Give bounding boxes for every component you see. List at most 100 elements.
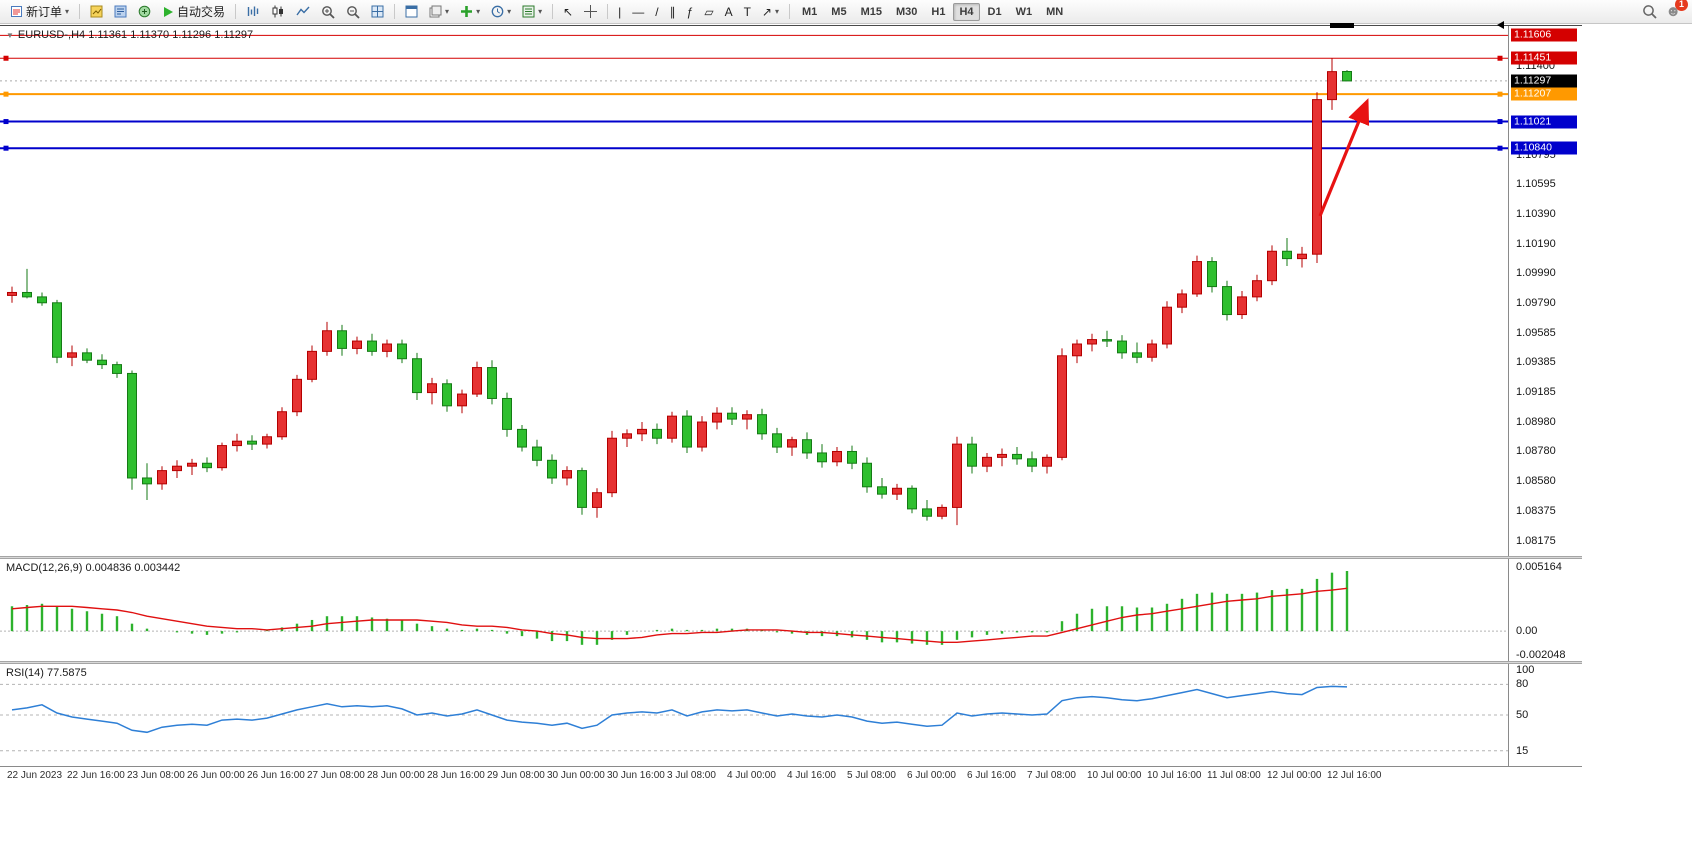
zoom-in-button[interactable]: [316, 2, 340, 22]
divider: [552, 4, 554, 19]
fibonacci-tool-button[interactable]: ƒ: [682, 2, 699, 22]
notification-badge: 1: [1675, 0, 1688, 11]
price-axis-label: 1.09790: [1516, 296, 1556, 309]
divider: [789, 4, 790, 19]
cursor-tool-button[interactable]: ↖: [558, 2, 578, 22]
time-axis-label: 28 Jun 16:00: [427, 770, 485, 781]
horizontal-line-tool-button[interactable]: —: [627, 2, 649, 22]
navigator-button[interactable]: [109, 2, 132, 22]
time-axis[interactable]: 22 Jun 2023 22 Jun 16:00 23 Jun 08:00 26 Ju…: [0, 766, 1582, 784]
crosshair-tool-button[interactable]: [579, 2, 602, 22]
hline-price-tag: 1.10840: [1511, 141, 1577, 155]
tab-timeframe-h1[interactable]: H1: [931, 5, 946, 18]
zoom-in-icon: [322, 5, 335, 19]
community-button[interactable]: ☻ 1: [1665, 0, 1688, 21]
new-order-button[interactable]: 新订单 ▾: [5, 2, 74, 22]
tab-timeframe-m30[interactable]: M30: [895, 5, 918, 18]
main-chart-pane[interactable]: ▼ EURUSD-,H4 1.11361 1.11370 1.11296 1.11…: [0, 26, 1508, 556]
vertical-line-tool-button[interactable]: |: [613, 2, 626, 22]
main-pane-row: ▼ EURUSD-,H4 1.11361 1.11370 1.11296 1.11…: [0, 26, 1582, 556]
macd-axis[interactable]: 0.005164 0.00 -0.002048: [1508, 559, 1580, 661]
time-axis-label: 30 Jun 00:00: [547, 770, 605, 781]
rsi-chart[interactable]: [0, 664, 1508, 766]
periods-button[interactable]: ▾: [486, 2, 516, 22]
tab-timeframe-m1[interactable]: M1: [802, 5, 818, 18]
divider: [394, 4, 396, 19]
text-icon: A: [724, 4, 733, 19]
chart-scrollbar-thumb[interactable]: [1330, 23, 1354, 28]
pane-separator[interactable]: [0, 661, 1582, 664]
navigator-icon: [114, 5, 127, 18]
label-tool-button[interactable]: T: [739, 2, 756, 22]
rsi-pane[interactable]: RSI(14) 77.5875: [0, 664, 1508, 766]
tab-timeframe-mn[interactable]: MN: [1046, 5, 1064, 18]
time-axis-label: 26 Jun 16:00: [247, 770, 305, 781]
market-watch-button[interactable]: [85, 2, 108, 22]
toolbar-right-group: ☻ 1: [1642, 0, 1688, 21]
line-chart-button[interactable]: [291, 2, 315, 22]
profiles-icon: [429, 5, 442, 18]
macd-label: MACD(12,26,9) 0.004836 0.003442: [6, 562, 181, 574]
tab-timeframe-m15[interactable]: M15: [860, 5, 882, 18]
zoom-out-button[interactable]: [341, 2, 365, 22]
text-tool-button[interactable]: A: [720, 2, 738, 22]
tab-timeframe-m5[interactable]: M5: [831, 5, 847, 18]
candlestick-chart[interactable]: [0, 26, 1508, 556]
terminal-button[interactable]: [133, 2, 156, 22]
price-axis-label: 1.08980: [1516, 416, 1556, 429]
shapes-tool-button[interactable]: ▱: [699, 2, 718, 22]
collapse-triangle-icon[interactable]: ▼: [6, 31, 14, 40]
search-button[interactable]: [1642, 4, 1657, 19]
time-axis-label: 6 Jul 16:00: [967, 770, 1016, 781]
time-axis-label: 4 Jul 16:00: [787, 770, 836, 781]
channel-tool-button[interactable]: ∥: [665, 2, 681, 22]
add-indicator-icon: [461, 6, 473, 17]
tab-timeframe-h4[interactable]: H4: [953, 2, 980, 21]
price-axis[interactable]: 1.114001.109951.107951.105951.103901.101…: [1508, 26, 1580, 556]
time-axis-label: 27 Jun 08:00: [307, 770, 365, 781]
price-axis-label: 1.10390: [1516, 208, 1556, 221]
chevron-down-icon: ▾: [65, 7, 70, 16]
candlestick-icon: [272, 5, 284, 18]
time-axis-label: 22 Jun 16:00: [67, 770, 125, 781]
scroll-end-marker: [1497, 21, 1504, 29]
macd-chart[interactable]: [0, 559, 1508, 661]
tab-timeframe-w1[interactable]: W1: [1015, 5, 1033, 18]
horizontal-line-icon: —: [632, 4, 645, 19]
time-axis-label: 4 Jul 00:00: [727, 770, 776, 781]
rsi-axis-label: 100: [1516, 664, 1535, 676]
hline-price-tag: 1.11207: [1511, 87, 1577, 101]
arrows-tool-button[interactable]: ↗ ▾: [757, 2, 784, 22]
market-watch-icon: [90, 5, 103, 18]
new-order-label: 新订单: [26, 5, 63, 19]
price-axis-label: 1.10595: [1516, 178, 1556, 191]
hline-price-tag: 1.11451: [1511, 51, 1577, 65]
bid-price-tag: 1.11297: [1511, 74, 1577, 88]
bar-chart-button[interactable]: [241, 2, 265, 22]
rsi-axis[interactable]: 100 80 50 15: [1508, 664, 1580, 766]
tile-windows-button[interactable]: [366, 2, 389, 22]
tile-windows-icon: [371, 5, 384, 18]
candlestick-chart-button[interactable]: [266, 2, 290, 22]
trendline-icon: /: [655, 4, 659, 19]
price-axis-label: 1.09990: [1516, 267, 1556, 280]
time-axis-label: 11 Jul 08:00: [1207, 770, 1261, 781]
autotrade-button[interactable]: 自动交易: [157, 2, 230, 22]
profiles-button[interactable]: ▾: [424, 2, 454, 22]
tab-timeframe-d1[interactable]: D1: [987, 5, 1002, 18]
time-axis-label: 3 Jul 08:00: [667, 770, 716, 781]
time-axis-label: 6 Jul 00:00: [907, 770, 956, 781]
price-axis-label: 1.08580: [1516, 474, 1556, 487]
templates-button[interactable]: ▾: [517, 2, 547, 22]
price-axis-label: 1.09185: [1516, 385, 1556, 398]
trendline-tool-button[interactable]: /: [650, 2, 663, 22]
bar-chart-icon: [247, 6, 259, 16]
template-icon: [522, 5, 535, 18]
price-axis-label: 1.08780: [1516, 445, 1556, 458]
pane-separator[interactable]: [0, 556, 1582, 559]
new-order-icon: [11, 6, 22, 17]
indicators-button[interactable]: ▾: [455, 2, 485, 22]
new-chart-button[interactable]: [400, 2, 423, 22]
fibonacci-icon: ƒ: [686, 4, 694, 19]
macd-pane[interactable]: MACD(12,26,9) 0.004836 0.003442: [0, 559, 1508, 661]
